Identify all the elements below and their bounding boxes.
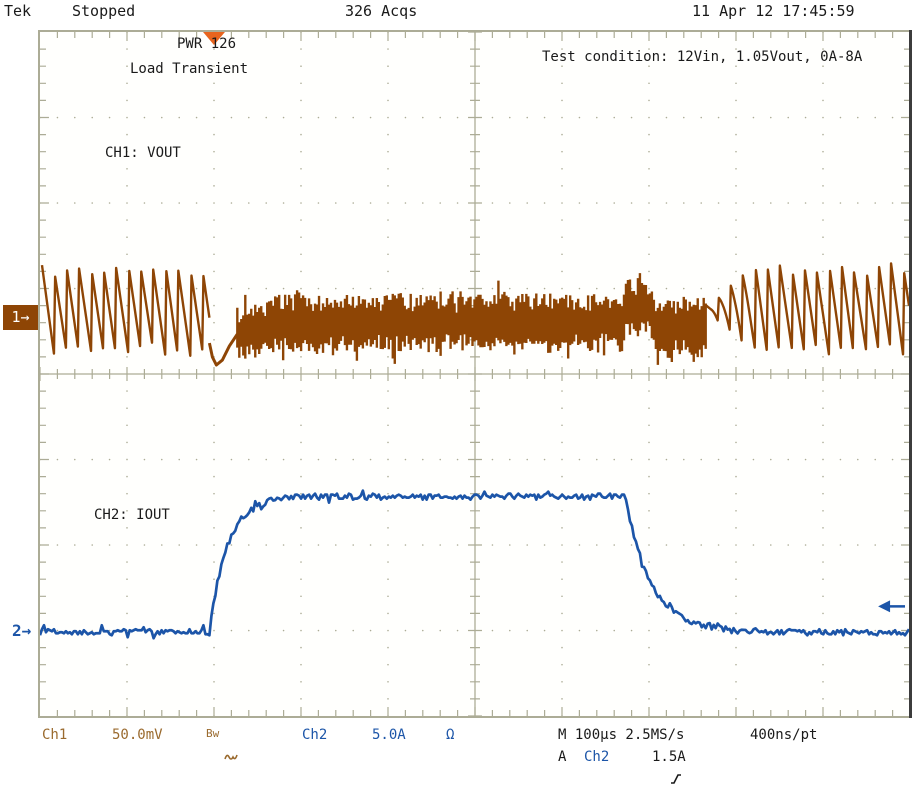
datetime-readout: 11 Apr 12 17:45:59 [692, 2, 855, 20]
ch2-readout-scale: 5.0A [372, 727, 406, 743]
resolution-readout: 400ns/pt [750, 727, 818, 743]
frame-shadow [909, 30, 912, 718]
waveform-plot [40, 32, 910, 716]
ch1-readout-scale: 50.0mV [112, 727, 163, 743]
ch2-impedance-indicator: Ω [446, 727, 455, 743]
annotation-test-condition: Test condition: 12Vin, 1.05Vout, 0A-8A [542, 49, 863, 65]
rising-slope-icon [630, 752, 683, 788]
ch1-ground-marker: 1→ [3, 305, 38, 330]
trigger-source-readout: Ch2 [584, 749, 610, 765]
trigger-level-readout: 1.5A [652, 749, 686, 765]
annotation-title: PWR 126 [177, 36, 237, 52]
ch1-bandwidth-indicator: Bw [206, 727, 220, 744]
trigger-mode-readout: A [558, 749, 567, 765]
acquisition-count: 326 Acqs [345, 2, 418, 20]
ac-coupling-icon [184, 730, 239, 783]
ch2-readout-name: Ch2 [302, 727, 328, 743]
graticule [38, 30, 912, 718]
brand-label: Tek [4, 2, 32, 20]
ch2-ground-marker: 2→ [12, 621, 32, 640]
annotation-subtitle: Load Transient [130, 61, 249, 77]
annotation-ch1-label: CH1: VOUT [105, 145, 181, 161]
timebase-readout: M 100µs 2.5MS/s [558, 727, 685, 743]
annotation-ch2-label: CH2: IOUT [94, 507, 170, 523]
ch1-readout-name: Ch1 [42, 727, 68, 743]
acquisition-status: Stopped [72, 2, 136, 20]
bw-label: Bw [206, 727, 220, 740]
